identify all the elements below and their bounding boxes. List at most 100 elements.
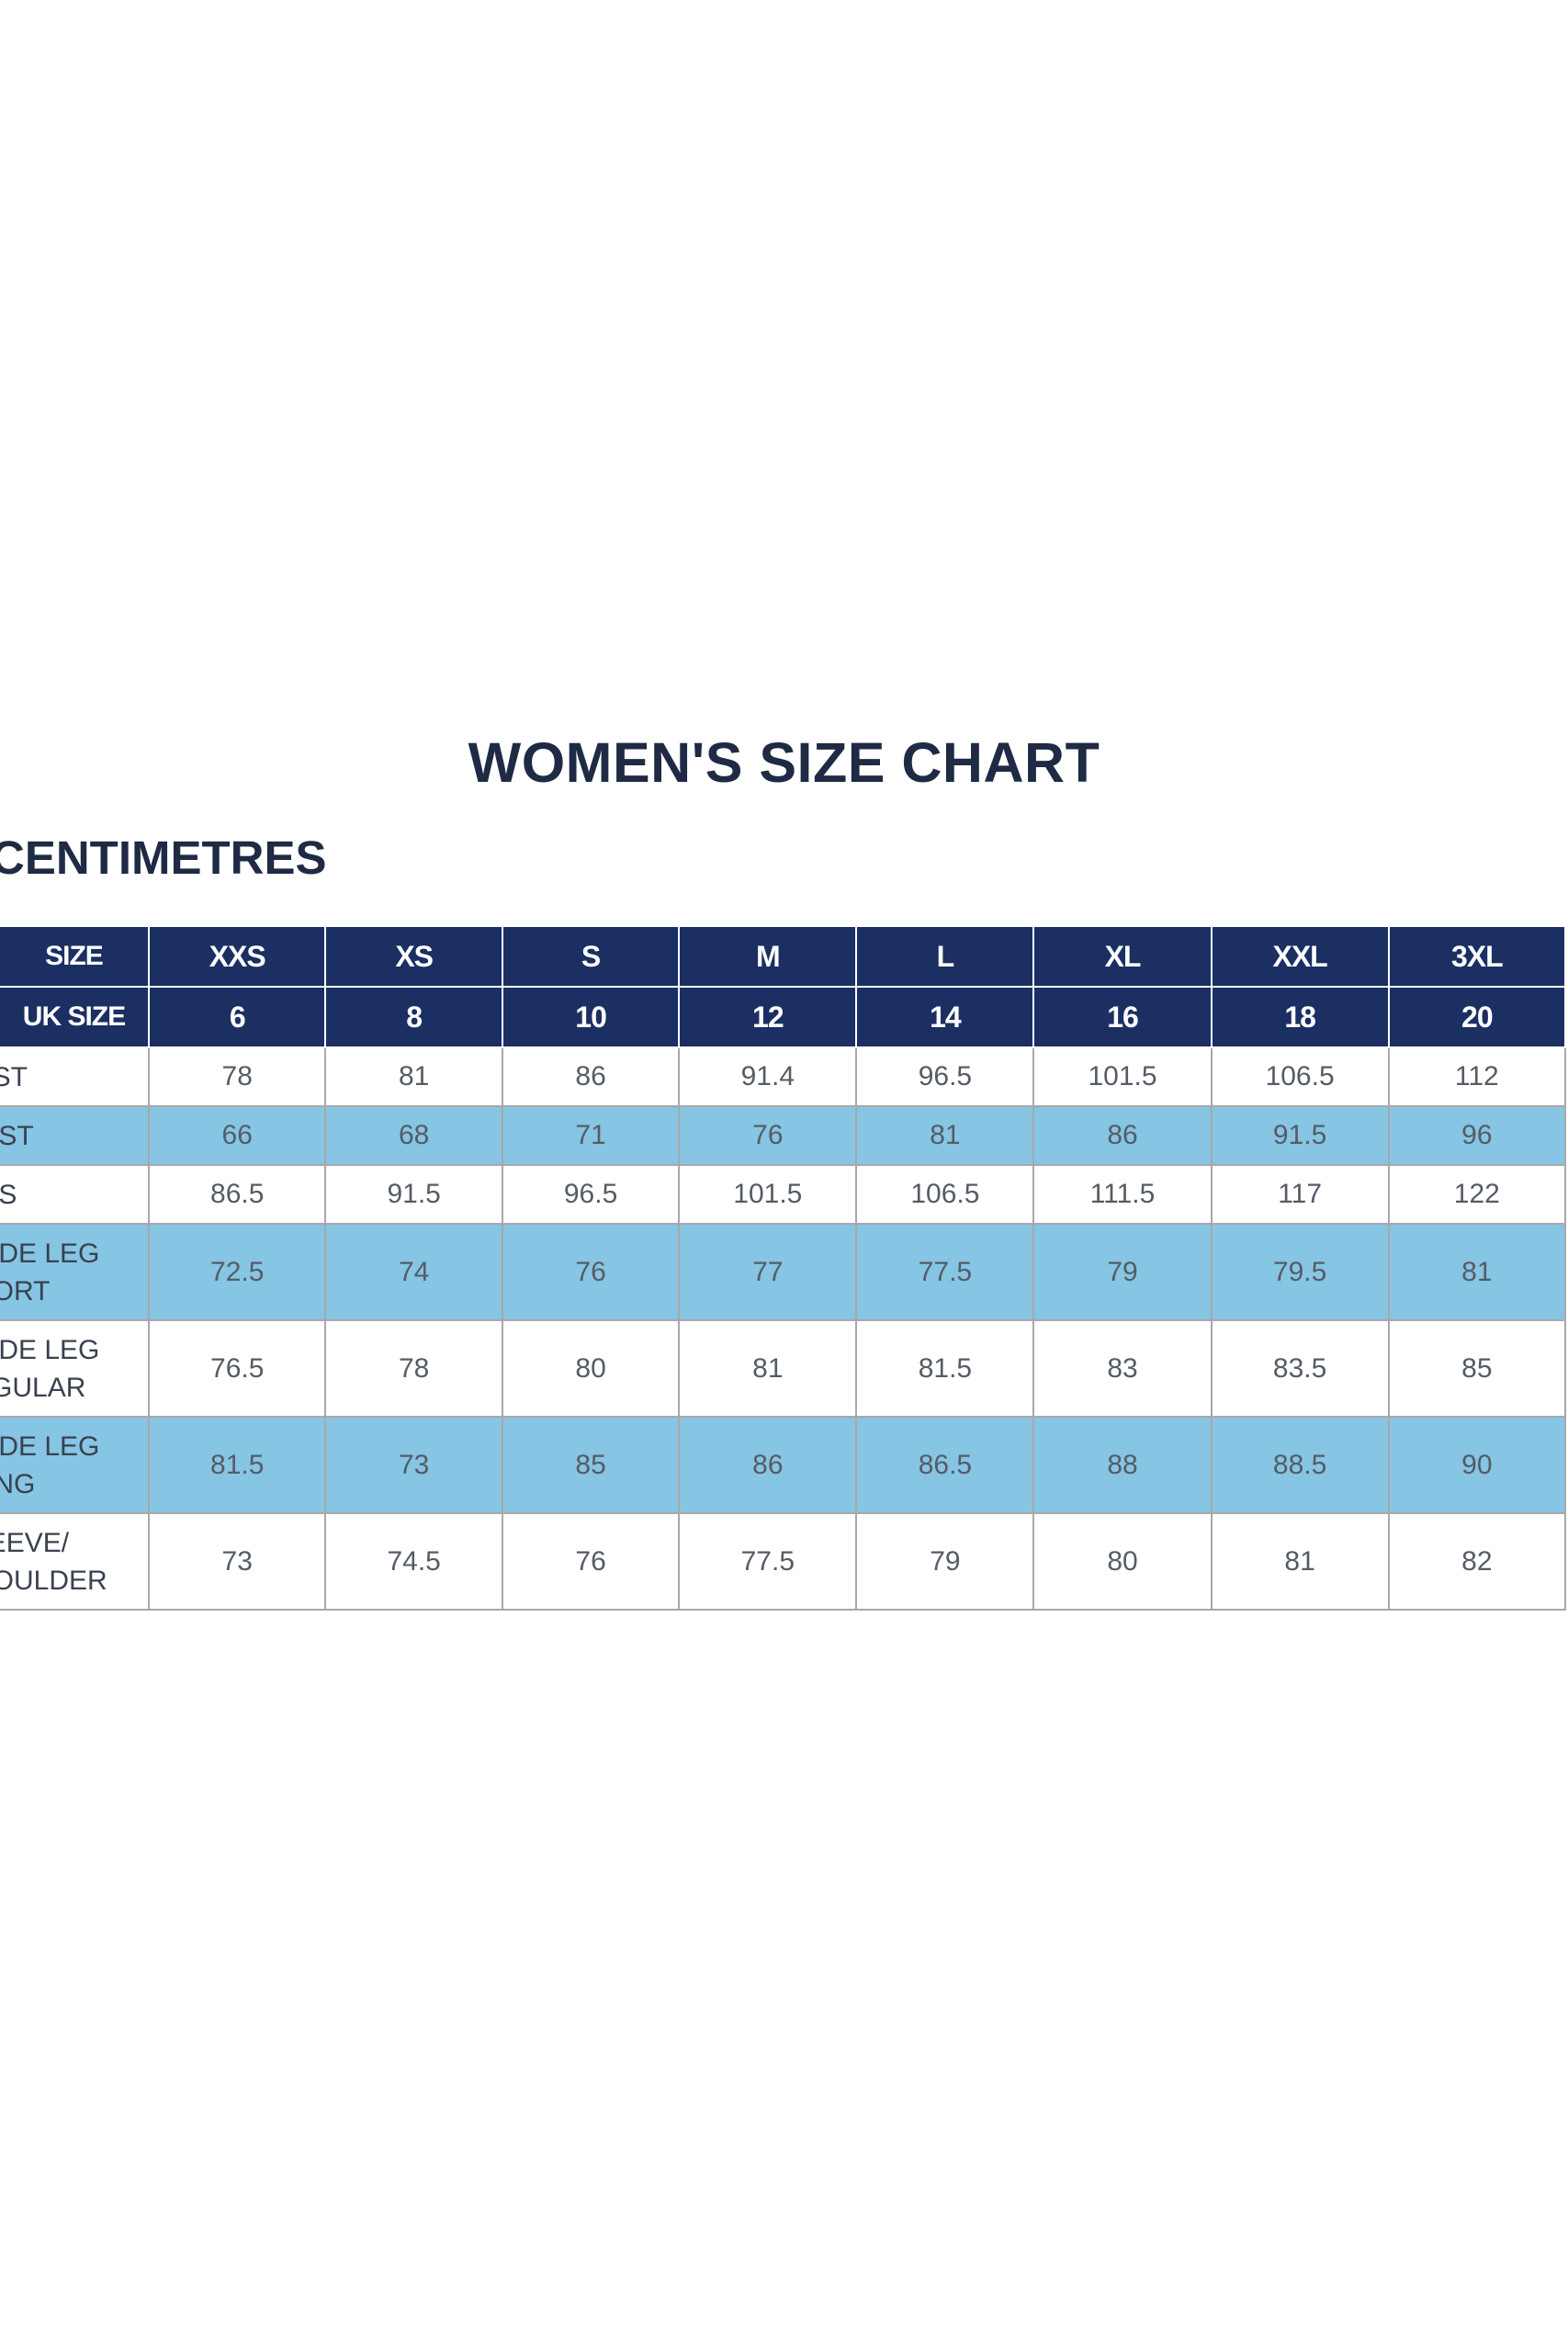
value-cell: 106.5 xyxy=(855,1164,1035,1225)
value-cell: 78 xyxy=(147,1046,327,1107)
header-cell: 20 xyxy=(1387,986,1567,1048)
value-cell: 86 xyxy=(501,1046,681,1107)
value-cell: 81 xyxy=(1387,1223,1567,1321)
value-cell: 81.5 xyxy=(855,1319,1035,1418)
row-label: SIDE LEG HORT xyxy=(0,1223,150,1321)
value-cell: 122 xyxy=(1387,1164,1567,1225)
value-cell: 112 xyxy=(1387,1046,1567,1107)
value-cell: 68 xyxy=(324,1105,503,1166)
header-cell: 3XL xyxy=(1387,925,1567,988)
header-cell: L xyxy=(855,925,1035,988)
value-cell: 101.5 xyxy=(678,1164,858,1225)
value-cell: 83.5 xyxy=(1210,1319,1390,1418)
header-cell: 18 xyxy=(1210,986,1390,1048)
value-cell: 117 xyxy=(1210,1164,1390,1225)
value-cell: 74 xyxy=(324,1223,503,1321)
value-cell: 101.5 xyxy=(1032,1046,1213,1107)
value-cell: 79 xyxy=(1032,1223,1213,1321)
row-label: AIST xyxy=(0,1105,150,1166)
header-cell: S xyxy=(501,925,681,988)
row-label: UST xyxy=(0,1046,150,1107)
value-cell: 71 xyxy=(501,1105,681,1166)
row-label-text: LEEVE/ HOULDER xyxy=(1,1527,107,1596)
value-cell: 77 xyxy=(678,1223,858,1321)
value-cell: 83 xyxy=(1032,1319,1213,1418)
row-label-text: UST xyxy=(1,1061,28,1092)
value-cell: 79 xyxy=(855,1512,1035,1611)
value-cell: 72.5 xyxy=(147,1223,327,1321)
value-cell: 79.5 xyxy=(1210,1223,1390,1321)
value-cell: 85 xyxy=(1387,1319,1567,1418)
value-cell: 81 xyxy=(678,1319,858,1418)
header-cell: XS xyxy=(324,925,503,988)
header-cell: 12 xyxy=(678,986,858,1048)
header-cell: 8 xyxy=(324,986,503,1048)
value-cell: 111.5 xyxy=(1032,1164,1213,1225)
value-cell: 88.5 xyxy=(1210,1416,1390,1514)
value-cell: 86 xyxy=(678,1416,858,1514)
header-cell: 10 xyxy=(501,986,681,1048)
header-cell: 14 xyxy=(855,986,1035,1048)
row-label: IPS xyxy=(0,1164,150,1225)
value-cell: 73 xyxy=(324,1416,503,1514)
value-cell: 76 xyxy=(678,1105,858,1166)
header-label: SIZE xyxy=(0,925,150,988)
value-cell: 74.5 xyxy=(324,1512,503,1611)
chart-title: WOMEN'S SIZE CHART xyxy=(468,731,1100,794)
size-table: SIZE XXS XS S M L XL XXL 3XL UK SIZE 6 8 10 12 14 16 18 2… xyxy=(0,925,1567,1611)
value-cell: 81.5 xyxy=(147,1416,327,1514)
value-cell: 96.5 xyxy=(501,1164,681,1225)
value-cell: 73 xyxy=(147,1512,327,1611)
header-cell: XXS xyxy=(147,925,327,988)
value-cell: 86.5 xyxy=(147,1164,327,1225)
header-cell: 6 xyxy=(147,986,327,1048)
value-cell: 90 xyxy=(1387,1416,1567,1514)
value-cell: 81 xyxy=(1210,1512,1390,1611)
value-cell: 76 xyxy=(501,1223,681,1321)
value-cell: 91.5 xyxy=(324,1164,503,1225)
value-cell: 76 xyxy=(501,1512,681,1611)
value-cell: 106.5 xyxy=(1210,1046,1390,1107)
header-cell: M xyxy=(678,925,858,988)
value-cell: 86.5 xyxy=(855,1416,1035,1514)
row-label: SIDE LEG ONG xyxy=(0,1416,150,1514)
value-cell: 96 xyxy=(1387,1105,1567,1166)
value-cell: 77.5 xyxy=(855,1223,1035,1321)
value-cell: 91.5 xyxy=(1210,1105,1390,1166)
value-cell: 76.5 xyxy=(147,1319,327,1418)
value-cell: 77.5 xyxy=(678,1512,858,1611)
row-label-text: SIDE LEG ONG xyxy=(0,1430,100,1499)
value-cell: 85 xyxy=(501,1416,681,1514)
header-cell: 16 xyxy=(1032,986,1213,1048)
row-label-text: IPS xyxy=(0,1179,17,1210)
header-label: UK SIZE xyxy=(0,986,150,1048)
value-cell: 78 xyxy=(324,1319,503,1418)
value-cell: 88 xyxy=(1032,1416,1213,1514)
value-cell: 80 xyxy=(501,1319,681,1418)
value-cell: 81 xyxy=(855,1105,1035,1166)
header-cell: XL xyxy=(1032,925,1213,988)
value-cell: 66 xyxy=(147,1105,327,1166)
row-label-text: AIST xyxy=(0,1120,34,1151)
row-label-text: SIDE LEG HORT xyxy=(0,1238,100,1306)
value-cell: 82 xyxy=(1387,1512,1567,1611)
header-row-size: SIZE XXS XS S M L XL XXL 3XL xyxy=(0,925,1567,988)
header-row-uk-size: UK SIZE 6 8 10 12 14 16 18 20 xyxy=(0,986,1567,1048)
value-cell: 96.5 xyxy=(855,1046,1035,1107)
value-cell: 86 xyxy=(1032,1105,1213,1166)
unit-heading: CENTIMETRES xyxy=(0,831,327,884)
header-cell: XXL xyxy=(1210,925,1390,988)
value-cell: 81 xyxy=(324,1046,503,1107)
row-label: LEEVE/ HOULDER xyxy=(0,1512,150,1611)
value-cell: 91.4 xyxy=(678,1046,858,1107)
value-cell: 80 xyxy=(1032,1512,1213,1611)
